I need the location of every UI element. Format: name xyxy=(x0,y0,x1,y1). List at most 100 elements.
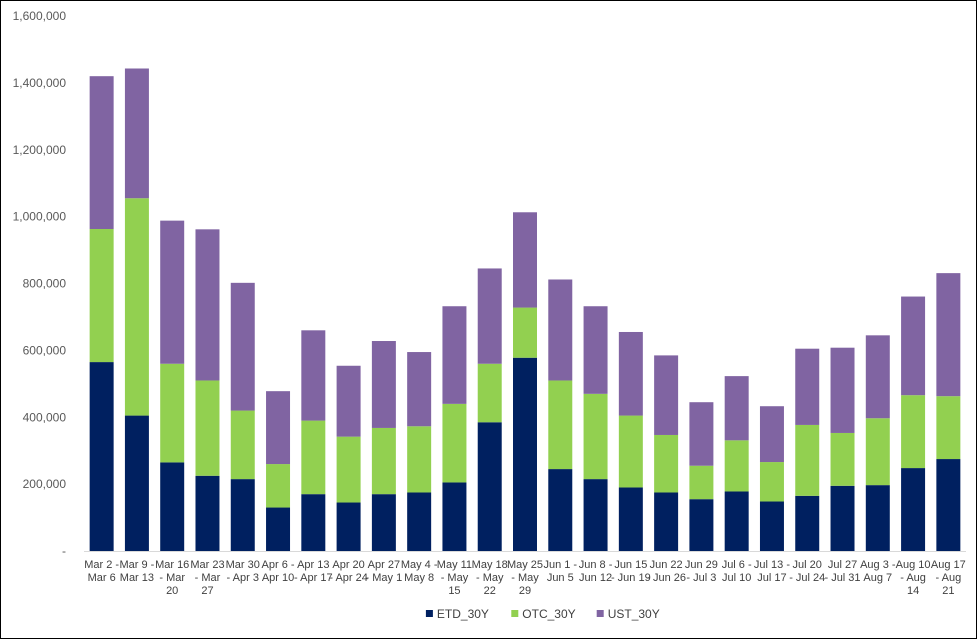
x-tick-label-line: Jul 13 - xyxy=(754,559,790,571)
bar-segment-etd-30y xyxy=(160,462,185,551)
y-tick-label: 1,000,000 xyxy=(13,210,67,224)
bar-segment-otc-30y xyxy=(230,410,255,480)
x-tick-label-line: - May xyxy=(476,572,504,584)
bar-segment-ust-30y xyxy=(724,376,749,441)
x-tick-label-line: Mar 23 xyxy=(190,559,224,571)
bar-segment-ust-30y xyxy=(195,229,220,381)
bar-segment-ust-30y xyxy=(371,341,396,428)
x-tick-label-line: - Aug xyxy=(936,572,962,584)
legend-swatch-ust-30y xyxy=(596,610,604,617)
x-tick-label-line: - Aug xyxy=(900,572,926,584)
y-tick-label: 800,000 xyxy=(23,277,67,291)
bar-segment-etd-30y xyxy=(477,422,502,551)
bar-segment-otc-30y xyxy=(513,307,537,358)
x-tick-label-line: Jul 27 xyxy=(828,559,857,571)
bar-segment-etd-30y xyxy=(195,475,220,551)
bar-segment-etd-30y xyxy=(442,482,467,551)
bar-segment-ust-30y xyxy=(513,212,537,308)
x-tick-label-line: Jul 10 xyxy=(722,572,751,584)
bar-segment-ust-30y xyxy=(936,273,961,397)
x-tick-label-line: - Mar xyxy=(159,572,185,584)
bar-segment-otc-30y xyxy=(583,393,608,480)
y-tick-label: 1,600,000 xyxy=(13,9,67,23)
bar-segment-etd-30y xyxy=(124,415,149,551)
y-tick-label: 600,000 xyxy=(23,343,67,357)
x-tick-label-line: - Jun 26 xyxy=(646,572,686,584)
bar-segment-otc-30y xyxy=(759,462,784,502)
x-tick-label-line: - May 1 xyxy=(366,572,403,584)
bar-segment-etd-30y xyxy=(301,494,326,551)
bar-segment-etd-30y xyxy=(266,507,291,551)
bar-segment-etd-30y xyxy=(830,485,855,551)
bar-segment-etd-30y xyxy=(759,501,784,551)
x-tick-label-line: 14 xyxy=(907,585,919,597)
bar-segment-ust-30y xyxy=(477,268,502,364)
bar-segment-otc-30y xyxy=(160,363,185,463)
bar-segment-ust-30y xyxy=(89,76,114,229)
bar-segment-ust-30y xyxy=(230,282,255,411)
x-tick-label: Jul 27- Jul 31 xyxy=(824,559,860,584)
x-tick-label: Jul 20- Jul 24 xyxy=(789,559,825,584)
x-tick-label: Aug 17- Aug 21 xyxy=(931,559,966,597)
bar-segment-otc-30y xyxy=(477,363,502,423)
x-tick-label-line: Jun 1 - xyxy=(543,559,577,571)
bar-segment-ust-30y xyxy=(407,352,432,427)
x-tick-label-line: 29 xyxy=(519,585,531,597)
x-tick-label: Jul 6 -Jul 10 xyxy=(722,559,752,584)
legend-label: ETD_30Y xyxy=(437,607,489,621)
legend-swatch-etd-30y xyxy=(425,610,433,617)
bar-segment-etd-30y xyxy=(724,491,749,551)
bar-segment-otc-30y xyxy=(618,415,643,488)
bar-segment-ust-30y xyxy=(336,365,361,437)
bar-segment-ust-30y xyxy=(442,306,467,404)
bar-segment-etd-30y xyxy=(689,499,714,551)
x-tick-label: Jun 15- Jun 19 xyxy=(611,559,651,584)
x-tick-label-line: 20 xyxy=(166,585,178,597)
x-tick-label: Jun 8 -Jun 12 xyxy=(579,559,613,584)
x-tick-label-line: Aug 7 xyxy=(863,572,892,584)
y-tick-label: 200,000 xyxy=(23,477,67,491)
bar-segment-otc-30y xyxy=(195,380,220,476)
bar-segment-ust-30y xyxy=(901,296,926,396)
bar-segment-ust-30y xyxy=(301,330,326,421)
legend-label: UST_30Y xyxy=(608,607,660,621)
y-tick-label: - xyxy=(62,544,66,558)
bar-segment-etd-30y xyxy=(89,362,114,551)
legend-swatch-otc-30y xyxy=(511,610,519,617)
bar-segment-ust-30y xyxy=(689,402,714,466)
x-tick-label-line: - Apr 17 xyxy=(294,572,333,584)
x-tick-label-line: - Jun 19 xyxy=(611,572,651,584)
bar-segment-etd-30y xyxy=(230,479,255,551)
y-tick-label: 1,400,000 xyxy=(13,76,67,90)
x-tick-label: Aug 10- Aug 14 xyxy=(896,559,931,597)
x-tick-label-line: Jun 29 xyxy=(685,559,718,571)
bar-segment-etd-30y xyxy=(795,495,820,551)
x-tick-label: Mar 9 -Mar 13 xyxy=(119,559,154,584)
bar-segment-etd-30y xyxy=(618,487,643,551)
bar-segment-etd-30y xyxy=(654,492,679,551)
bar-segment-otc-30y xyxy=(336,436,361,503)
legend-label: OTC_30Y xyxy=(522,607,575,621)
x-tick-label: Mar 16- Mar 20 xyxy=(155,559,189,597)
x-tick-label-line: - Mar xyxy=(195,572,221,584)
x-tick-label: Jun 22- Jun 26 xyxy=(646,559,686,584)
x-tick-label: Apr 6 -Apr 10 xyxy=(262,559,295,584)
bar-segment-otc-30y xyxy=(407,426,432,493)
bar-segment-otc-30y xyxy=(266,464,291,508)
bar-segment-ust-30y xyxy=(583,306,608,394)
bar-segment-otc-30y xyxy=(936,396,961,460)
x-tick-label-line: 27 xyxy=(201,585,213,597)
x-tick-label: Aug 3 -Aug 7 xyxy=(860,559,896,584)
x-tick-label-line: May 11 xyxy=(437,559,472,571)
x-tick-label-line: - May xyxy=(511,572,539,584)
bar-segment-otc-30y xyxy=(689,465,714,500)
bar-segment-ust-30y xyxy=(124,68,149,199)
x-tick-label: Mar 2 -Mar 6 xyxy=(84,559,119,584)
x-tick-label-line: May 18 xyxy=(472,559,508,571)
x-tick-label-line: Apr 6 - xyxy=(262,559,295,571)
x-tick-label: Mar 30- Apr 3 xyxy=(226,559,260,584)
x-tick-label-line: Jul 6 - xyxy=(722,559,752,571)
x-tick-label-line: Jun 8 - xyxy=(579,559,613,571)
x-tick-label-line: - May xyxy=(441,572,469,584)
bar-segment-ust-30y xyxy=(865,335,890,419)
